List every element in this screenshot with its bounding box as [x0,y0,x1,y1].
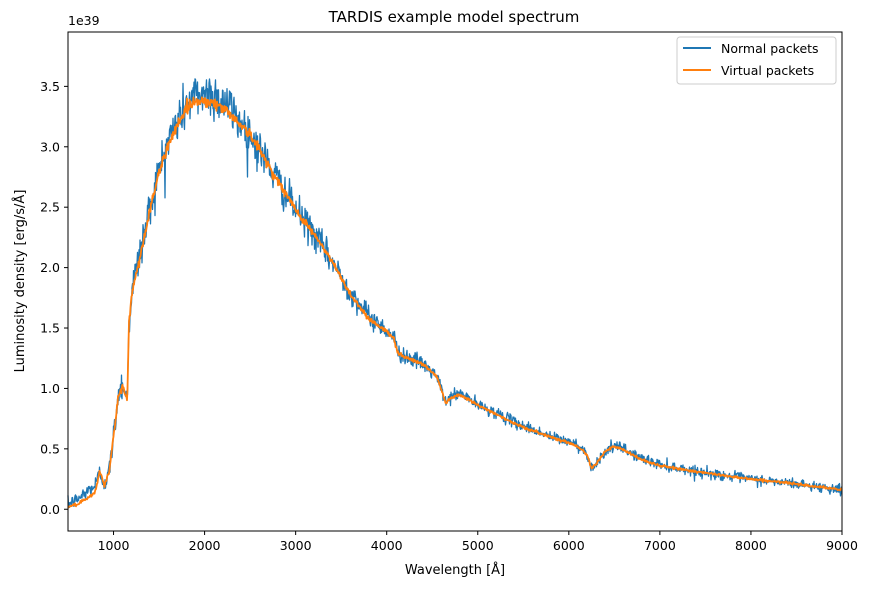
y-tick-label: 2.5 [40,200,60,215]
x-axis-label: Wavelength [Å] [405,562,505,578]
y-tick-label: 3.5 [40,79,60,94]
x-tick-label: 4000 [371,538,403,553]
y-tick-label: 1.5 [40,321,60,336]
legend: Normal packets Virtual packets [676,36,837,85]
x-tick-label: 6000 [553,538,585,553]
y-axis-label: Luminosity density [erg/s/Å] [12,190,28,373]
y-tick-label: 2.0 [40,260,60,275]
series-layer [67,78,843,509]
y-tick-label: 3.0 [40,139,60,154]
y-tick-label: 1.0 [40,381,60,396]
legend-frame [676,36,837,85]
x-tick-label: 5000 [462,538,494,553]
legend-label-normal-packets: Normal packets [721,41,819,56]
y-offset-label: 1e39 [68,13,100,28]
series-line-normal-packets [67,78,843,509]
y-tick-label: 0.0 [40,502,60,517]
series-line-virtual-packets [67,96,843,509]
x-tick-label: 7000 [644,538,676,553]
legend-label-virtual-packets: Virtual packets [721,63,814,78]
y-tick-label: 0.5 [40,441,60,456]
x-tick-label: 2000 [189,538,221,553]
x-tick-label: 8000 [735,538,767,553]
x-tick-label: 1000 [98,538,130,553]
chart-title: TARDIS example model spectrum [328,8,580,26]
x-tick-label: 9000 [826,538,858,553]
plot-frame [67,31,843,532]
x-tick-label: 3000 [280,538,312,553]
ticks-layer: 1000 2000 3000 4000 5000 6000 7000 8000 9000 0.0 0… [40,79,858,553]
